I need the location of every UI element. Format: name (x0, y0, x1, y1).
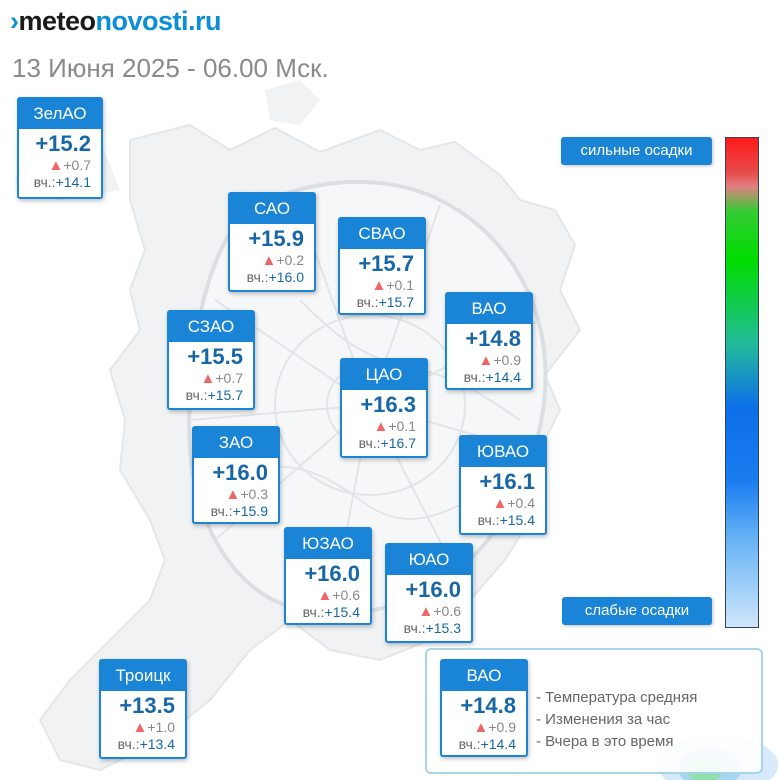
district-change: +0.9 (488, 719, 516, 735)
district-yesterday: +15.7 (207, 387, 243, 403)
district-yesterday: +15.9 (232, 503, 268, 519)
logo-tld: .ru (188, 6, 222, 36)
rise-triangle-icon: ▲ (48, 157, 64, 174)
yesterday-label: вч.: (358, 435, 381, 451)
logo-mark: › (10, 6, 19, 36)
district-yesterday: +16.7 (380, 435, 416, 451)
district-change: +0.2 (276, 252, 304, 268)
district-temp: +15.7 (358, 251, 414, 276)
district-change: +0.6 (332, 587, 360, 603)
yesterday-label: вч.: (356, 294, 379, 310)
district-yesterday: +15.3 (425, 620, 461, 636)
district-name: ЮАО (387, 545, 471, 575)
district-card-vao[interactable]: ВАО +14.8 ▲+0.9 вч.:+14.4 (445, 292, 533, 390)
district-yesterday: +15.7 (378, 294, 414, 310)
yesterday-label: вч.: (477, 512, 500, 528)
district-yesterday: +14.4 (480, 736, 516, 752)
district-yesterday: +13.4 (139, 736, 175, 752)
rise-triangle-icon: ▲ (478, 352, 494, 369)
yesterday-label: вч.: (117, 736, 140, 752)
date-title: 13 Июня 2025 - 06.00 Мск. (12, 53, 329, 83)
district-name: СЗАО (169, 312, 253, 342)
district-card-troitsk[interactable]: Троицк +13.5 ▲+1.0 вч.:+13.4 (99, 659, 187, 759)
district-change: +0.6 (433, 603, 461, 619)
rise-triangle-icon: ▲ (492, 495, 508, 512)
light-precip-label: слабые осадки (562, 597, 712, 625)
site-logo[interactable]: ›meteonovosti.ru (10, 6, 222, 37)
district-temp: +14.8 (465, 326, 521, 351)
district-name: ЗАО (194, 428, 278, 458)
rise-triangle-icon: ▲ (317, 587, 333, 604)
yesterday-label: вч.: (403, 620, 426, 636)
district-name: САО (230, 194, 314, 224)
district-temp: +16.0 (304, 561, 360, 586)
district-change: +0.1 (386, 277, 414, 293)
rise-triangle-icon: ▲ (132, 719, 148, 736)
rise-triangle-icon: ▲ (418, 603, 434, 620)
district-card-yuvao[interactable]: ЮВАО +16.1 ▲+0.4 вч.:+15.4 (459, 435, 547, 535)
district-temp: +14.8 (460, 693, 516, 718)
yesterday-label: вч.: (33, 174, 56, 190)
district-card-yuzao[interactable]: ЮЗАО +16.0 ▲+0.6 вч.:+15.4 (284, 527, 372, 625)
district-temp: +13.5 (119, 693, 175, 718)
district-temp: +16.1 (479, 469, 535, 494)
rise-triangle-icon: ▲ (200, 370, 216, 387)
legend-line-temp: - Температура средняя (536, 689, 698, 706)
rise-triangle-icon: ▲ (225, 486, 241, 503)
rise-triangle-icon: ▲ (473, 719, 489, 736)
district-card-svao[interactable]: СВАО +15.7 ▲+0.1 вч.:+15.7 (338, 217, 426, 315)
district-name: СВАО (340, 219, 424, 249)
district-card-sao[interactable]: САО +15.9 ▲+0.2 вч.:+16.0 (228, 192, 316, 292)
district-change: +1.0 (147, 719, 175, 735)
legend-line-change: - Изменения за час (536, 711, 671, 728)
district-card-yuao[interactable]: ЮАО +16.0 ▲+0.6 вч.:+15.3 (385, 543, 473, 643)
yesterday-label: вч.: (210, 503, 233, 519)
rise-triangle-icon: ▲ (371, 277, 387, 294)
district-card-zao[interactable]: ЗАО +16.0 ▲+0.3 вч.:+15.9 (192, 426, 280, 524)
district-change: +0.3 (240, 486, 268, 502)
district-name: ЗелАО (19, 99, 101, 129)
rise-triangle-icon: ▲ (261, 252, 277, 269)
district-yesterday: +15.4 (499, 512, 535, 528)
district-temp: +15.5 (187, 344, 243, 369)
district-temp: +15.2 (35, 131, 91, 156)
district-card-zelao[interactable]: ЗелАО +15.2 ▲+0.7 вч.:+14.1 (17, 97, 103, 199)
district-temp: +16.3 (360, 392, 416, 417)
legend-sample-card: ВАО +14.8 ▲+0.9 вч.:+14.4 (440, 659, 528, 757)
district-card-tsao[interactable]: ЦАО +16.3 ▲+0.1 вч.:+16.7 (340, 358, 428, 458)
yesterday-label: вч.: (458, 736, 481, 752)
district-change: +0.4 (507, 495, 535, 511)
district-name: ЦАО (342, 360, 426, 390)
district-change: +0.1 (388, 418, 416, 434)
legend-line-yesterday: - Вчера в это время (536, 733, 674, 750)
yesterday-label: вч.: (463, 369, 486, 385)
district-temp: +16.0 (405, 577, 461, 602)
district-yesterday: +16.0 (268, 269, 304, 285)
yesterday-label: вч.: (185, 387, 208, 403)
logo-meteo: meteo (18, 6, 97, 36)
district-name: ВАО (442, 661, 526, 691)
district-yesterday: +15.4 (324, 604, 360, 620)
district-name: ЮЗАО (286, 529, 370, 559)
logo-novosti: novosti (95, 6, 189, 36)
district-yesterday: +14.4 (485, 369, 521, 385)
rise-triangle-icon: ▲ (373, 418, 389, 435)
precip-color-scale (725, 137, 759, 628)
district-change: +0.9 (493, 352, 521, 368)
district-name: ВАО (447, 294, 531, 324)
district-name: Троицк (101, 661, 185, 691)
district-change: +0.7 (63, 157, 91, 173)
district-temp: +15.9 (248, 226, 304, 251)
district-change: +0.7 (215, 370, 243, 386)
district-yesterday: +14.1 (55, 174, 91, 190)
district-card-szao[interactable]: СЗАО +15.5 ▲+0.7 вч.:+15.7 (167, 310, 255, 410)
yesterday-label: вч.: (302, 604, 325, 620)
yesterday-label: вч.: (246, 269, 269, 285)
district-temp: +16.0 (212, 460, 268, 485)
heavy-precip-label: сильные осадки (561, 137, 712, 165)
district-name: ЮВАО (461, 437, 545, 467)
